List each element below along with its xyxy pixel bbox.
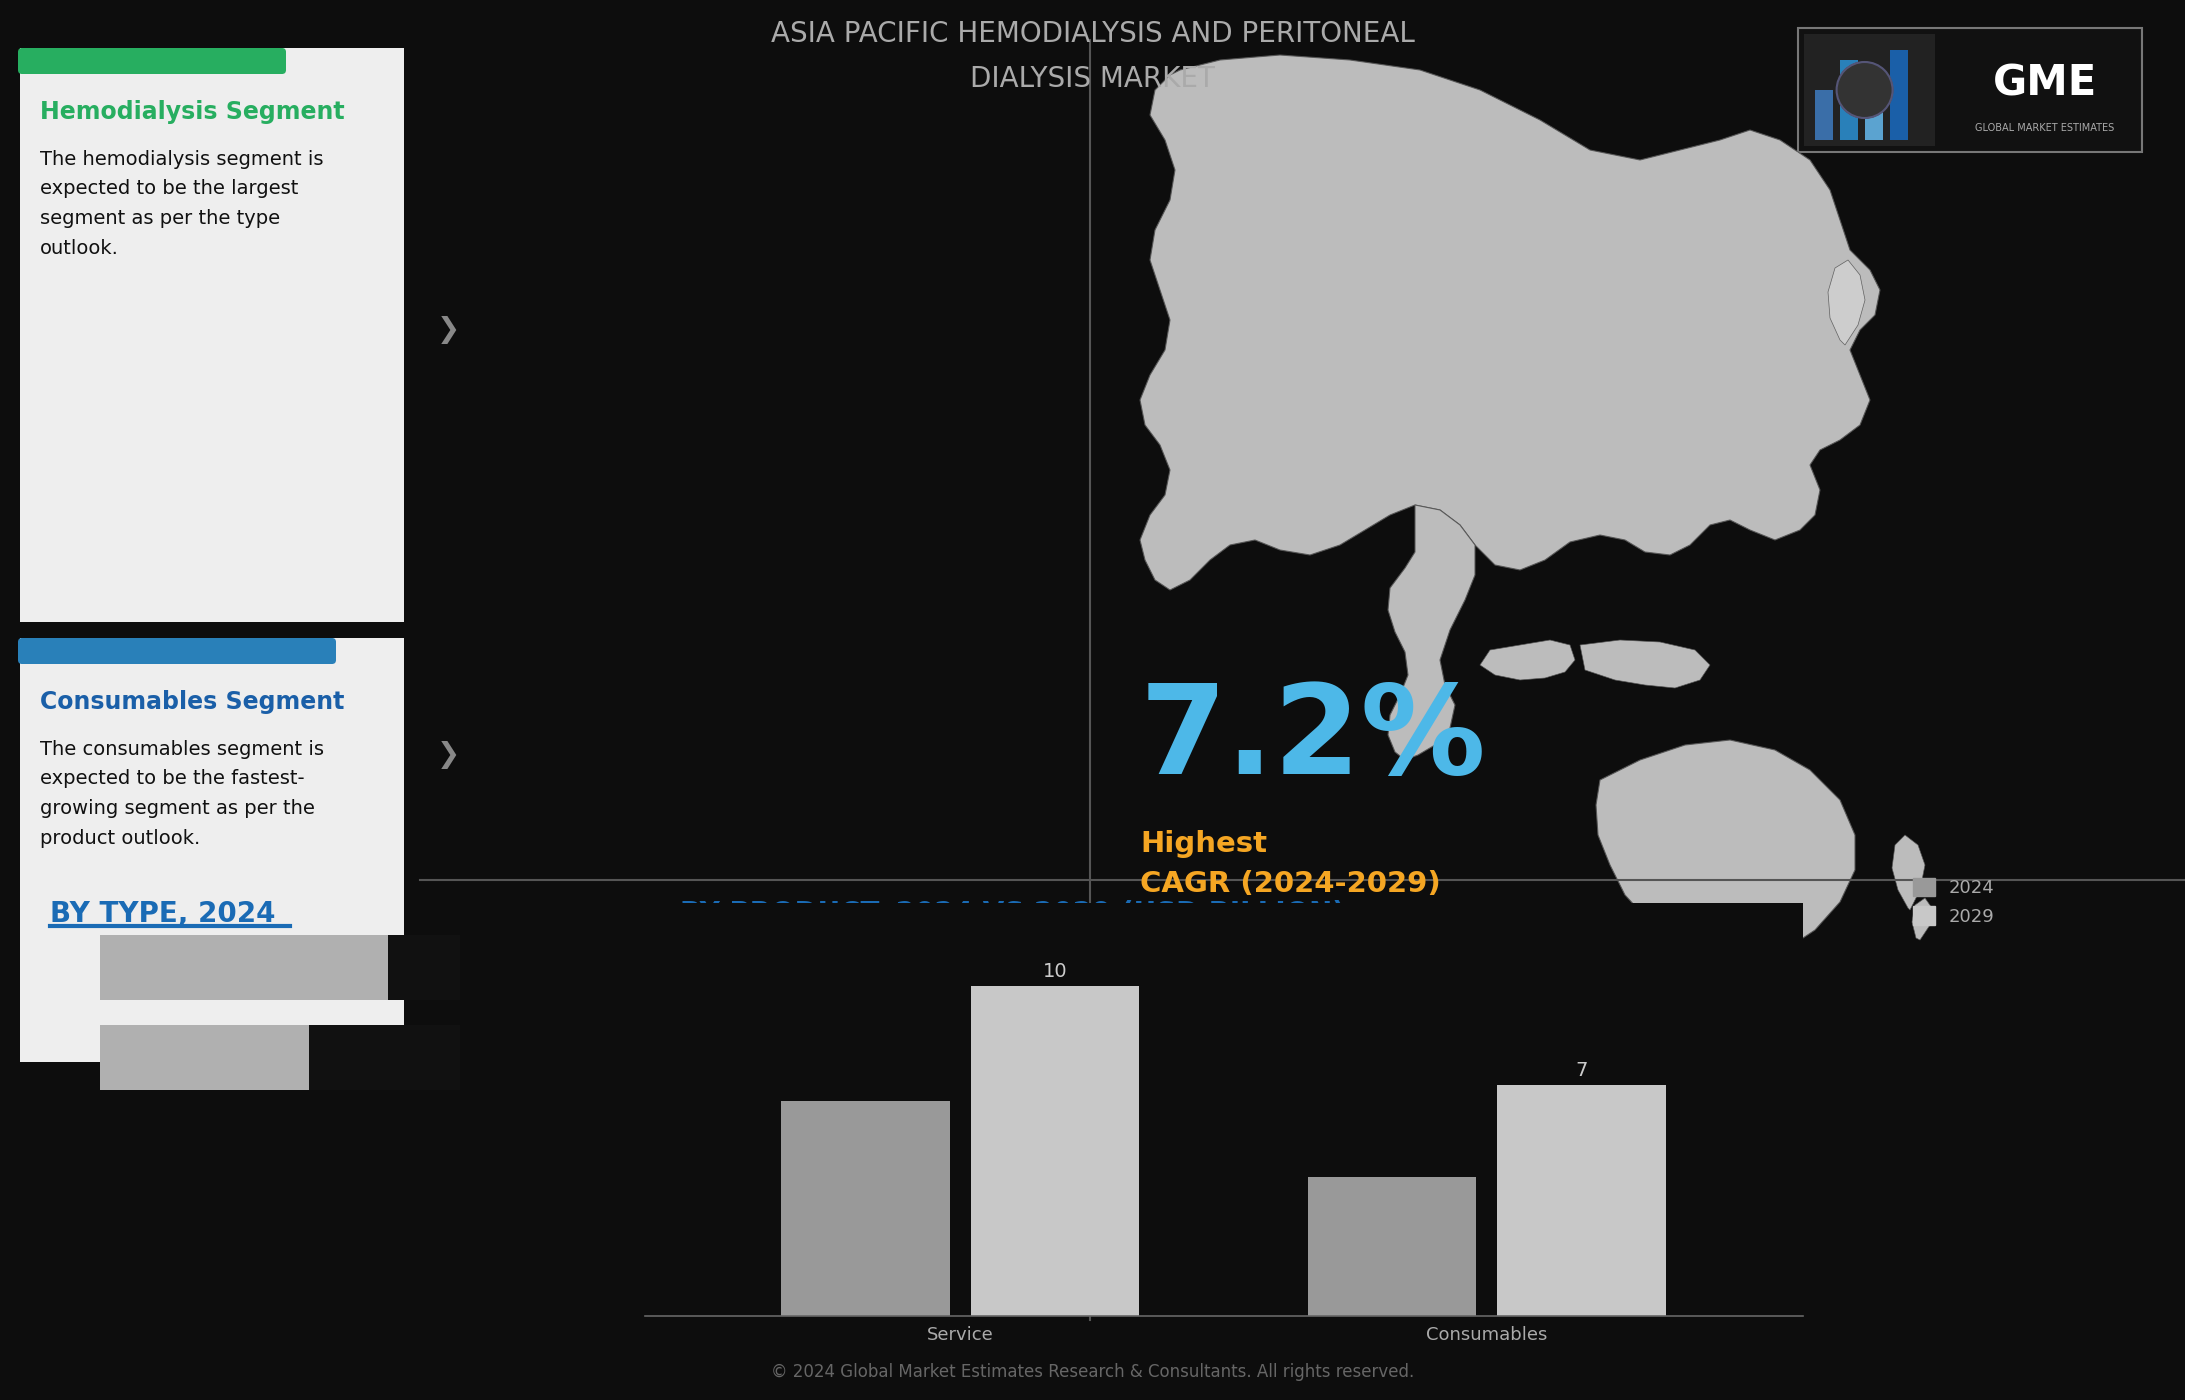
Text: GLOBAL MARKET ESTIMATES: GLOBAL MARKET ESTIMATES <box>1975 123 2115 133</box>
FancyBboxPatch shape <box>20 638 404 1063</box>
Text: 10: 10 <box>1042 962 1068 980</box>
Circle shape <box>1838 62 1892 118</box>
Text: Consumables Segment: Consumables Segment <box>39 690 345 714</box>
Polygon shape <box>1580 640 1711 687</box>
Text: ASIA PACIFIC HEMODIALYSIS AND PERITONEAL: ASIA PACIFIC HEMODIALYSIS AND PERITONEAL <box>771 20 1414 48</box>
Bar <box>1816 90 1833 140</box>
Bar <box>782 1102 950 1316</box>
Text: ❯: ❯ <box>437 741 459 769</box>
Bar <box>1866 76 1883 140</box>
Polygon shape <box>1141 55 1879 589</box>
FancyBboxPatch shape <box>17 638 336 664</box>
Text: © 2024 Global Market Estimates Research & Consultants. All rights reserved.: © 2024 Global Market Estimates Research … <box>771 1364 1414 1380</box>
Text: ❯: ❯ <box>437 316 459 344</box>
Polygon shape <box>1479 640 1575 680</box>
Bar <box>389 935 461 1000</box>
Polygon shape <box>1595 741 1855 960</box>
Legend: 2024, 2029: 2024, 2029 <box>1905 871 2001 932</box>
Bar <box>101 1025 308 1091</box>
Bar <box>1497 1085 1665 1316</box>
Polygon shape <box>1387 505 1475 760</box>
Text: BY PRODUCT, 2024 VS 2029 (USD BILLION): BY PRODUCT, 2024 VS 2029 (USD BILLION) <box>680 900 1346 928</box>
Bar <box>1840 60 1857 140</box>
Polygon shape <box>1892 834 1925 910</box>
Text: Hemodialysis Segment: Hemodialysis Segment <box>39 99 345 125</box>
Bar <box>101 935 389 1000</box>
FancyBboxPatch shape <box>20 48 404 622</box>
Text: The hemodialysis segment is
expected to be the largest
segment as per the type
o: The hemodialysis segment is expected to … <box>39 150 323 258</box>
Text: CAGR (2024-2029): CAGR (2024-2029) <box>1141 869 1440 897</box>
Text: The consumables segment is
expected to be the fastest-
growing segment as per th: The consumables segment is expected to b… <box>39 741 323 847</box>
FancyBboxPatch shape <box>17 48 286 74</box>
Text: 7.2%: 7.2% <box>1141 679 1486 801</box>
Bar <box>1890 50 1908 140</box>
FancyBboxPatch shape <box>1805 34 1936 146</box>
Text: Highest: Highest <box>1141 830 1267 858</box>
FancyBboxPatch shape <box>1798 28 2141 153</box>
Polygon shape <box>1829 260 1866 344</box>
Text: DIALYSIS MARKET: DIALYSIS MARKET <box>970 64 1215 92</box>
Bar <box>970 986 1138 1316</box>
Text: BY TYPE, 2024: BY TYPE, 2024 <box>50 900 275 928</box>
Text: GME: GME <box>1993 63 2098 105</box>
Bar <box>308 1025 461 1091</box>
Polygon shape <box>1912 897 1932 939</box>
Text: 7: 7 <box>1575 1061 1588 1079</box>
Bar <box>1309 1177 1477 1316</box>
